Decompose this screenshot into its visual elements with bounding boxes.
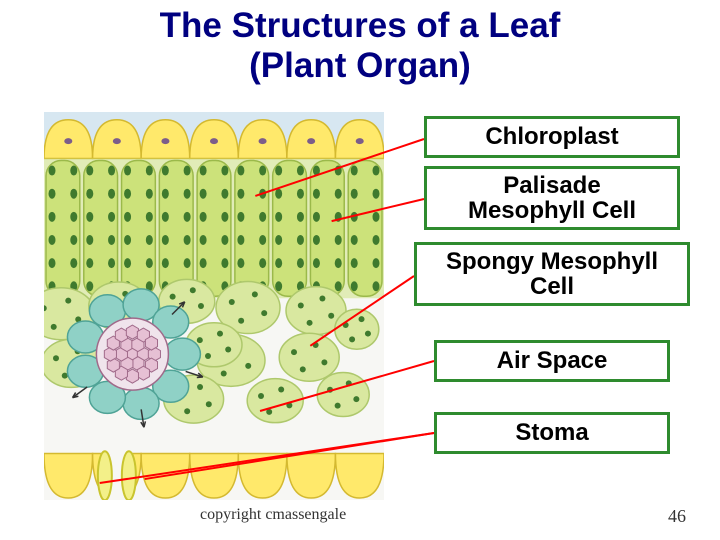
- label-airspace: Air Space: [434, 340, 670, 382]
- copyright-label: copyright cmassengale: [200, 506, 346, 523]
- copyright-text: copyright cmassengale: [200, 506, 346, 524]
- page-number-label: 46: [668, 506, 686, 526]
- label-spongy: Spongy Mesophyll Cell: [414, 242, 690, 306]
- title-line-1: The Structures of a Leaf: [160, 6, 561, 45]
- slide-title: The Structures of a Leaf (Plant Organ): [0, 6, 720, 87]
- label-palisade: Palisade Mesophyll Cell: [424, 166, 680, 230]
- page-number: 46: [668, 506, 686, 527]
- title-line-2: (Plant Organ): [249, 46, 471, 85]
- label-chloroplast: Chloroplast: [424, 116, 680, 158]
- label-stoma: Stoma: [434, 412, 670, 454]
